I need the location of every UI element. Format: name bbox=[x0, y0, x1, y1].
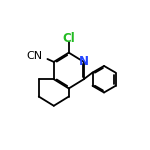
Text: N: N bbox=[79, 55, 89, 68]
Text: CN: CN bbox=[26, 51, 42, 61]
Text: Cl: Cl bbox=[62, 32, 75, 45]
